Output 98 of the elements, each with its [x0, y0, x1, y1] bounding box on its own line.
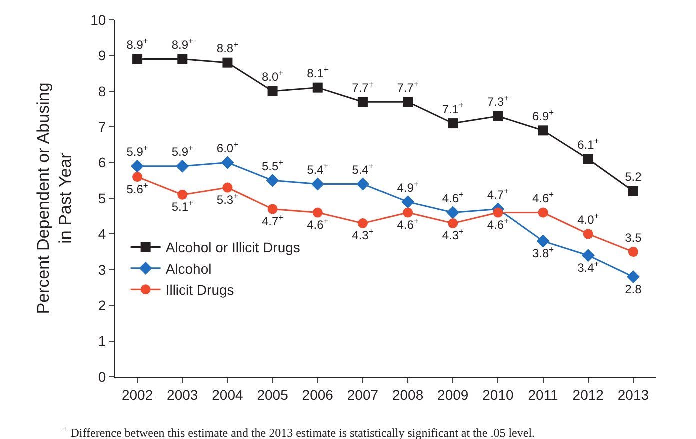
- x-tick-label: 2007: [347, 386, 379, 403]
- point: [446, 206, 460, 220]
- point: [131, 160, 144, 173]
- y-tick-label: 1: [98, 333, 106, 350]
- data-label: 4.3$^{+}$: [442, 226, 464, 243]
- x-tick-label: 2002: [122, 386, 154, 403]
- data-label: 8.0$^{+}$: [262, 68, 284, 84]
- point: [538, 126, 548, 136]
- point: [628, 186, 638, 196]
- point: [222, 58, 233, 68]
- point: [222, 182, 233, 193]
- point: [626, 270, 640, 284]
- point: [448, 218, 458, 228]
- legend-label: Alcohol or Illicit Drugs: [166, 240, 300, 256]
- data-label: 5.9$^{+}$: [172, 143, 194, 160]
- y-tick-label: 0: [98, 368, 106, 385]
- y-tick-label: 2: [98, 298, 106, 314]
- point: [178, 190, 188, 200]
- x-tick-label: 2012: [572, 386, 604, 403]
- y-tick-label: 3: [98, 262, 106, 278]
- point: [132, 54, 143, 64]
- data-label: 6.0$^{+}$: [216, 140, 239, 156]
- point: [221, 156, 234, 170]
- data-label: 4.6$^{+}$: [442, 189, 464, 206]
- data-label: 7.7$^{+}$: [397, 78, 419, 95]
- data-label: 5.4$^{+}$: [307, 160, 329, 177]
- point: [583, 229, 594, 240]
- point: [266, 174, 280, 188]
- point: [311, 178, 324, 191]
- point: [582, 249, 595, 262]
- x-tick-label: 2010: [482, 386, 514, 403]
- point: [358, 97, 368, 108]
- data-label: 4.7$^{+}$: [262, 212, 284, 228]
- y-tick-label: 8: [98, 83, 106, 100]
- data-label: 8.9$^{+}$: [126, 36, 148, 52]
- point: [312, 208, 323, 218]
- x-tick-label: 2013: [618, 386, 650, 403]
- y-tick-label: 4: [98, 226, 106, 242]
- legend-label: Illicit Drugs: [166, 282, 234, 298]
- data-label: 5.2: [625, 170, 642, 184]
- point: [178, 54, 188, 64]
- data-label: 4.0$^{+}$: [578, 210, 600, 227]
- x-tick-label: 2009: [438, 386, 469, 403]
- point: [536, 234, 550, 248]
- y-tick-label: 7: [98, 119, 106, 135]
- data-label: 3.8$^{+}$: [532, 244, 554, 261]
- x-tick-label: 2005: [257, 386, 289, 403]
- y-tick-label: 9: [98, 48, 106, 64]
- legend-label: Alcohol: [166, 260, 212, 277]
- point: [583, 154, 594, 164]
- x-tick-label: 2003: [167, 386, 198, 403]
- data-label: 8.9$^{+}$: [172, 36, 194, 52]
- data-label: 6.1$^{+}$: [578, 136, 600, 152]
- data-label: 8.8$^{+}$: [216, 40, 239, 56]
- point: [493, 208, 504, 218]
- y-axis-title: Percent Dependent or Abusing in Past Year: [34, 82, 76, 314]
- data-label: 5.9$^{+}$: [126, 143, 148, 160]
- data-label: 4.9$^{+}$: [397, 178, 419, 195]
- point: [358, 218, 368, 228]
- x-tick-label: 2006: [302, 386, 334, 403]
- data-label: 6.9$^{+}$: [532, 107, 554, 124]
- y-tick-label: 5: [98, 190, 106, 206]
- point: [176, 160, 190, 173]
- data-label: 5.5$^{+}$: [262, 157, 284, 174]
- data-label: 5.4$^{+}$: [352, 160, 374, 177]
- point: [538, 208, 548, 218]
- x-tick-label: 2011: [528, 386, 559, 403]
- data-label: 7.1$^{+}$: [442, 100, 464, 116]
- data-label: 7.3$^{+}$: [487, 93, 510, 110]
- point: [268, 204, 278, 214]
- x-tick-label: 2008: [392, 386, 424, 403]
- data-label: 7.7$^{+}$: [352, 78, 374, 95]
- point: [628, 247, 638, 258]
- point: [312, 82, 323, 93]
- point: [402, 196, 415, 209]
- point: [403, 208, 414, 218]
- data-label: 8.1$^{+}$: [307, 64, 329, 81]
- point: [356, 178, 370, 191]
- x-tick-label: 2004: [212, 386, 244, 403]
- data-label: 4.6$^{+}$: [307, 216, 329, 232]
- y-tick-label: 10: [90, 12, 106, 28]
- point: [448, 118, 458, 129]
- data-label: 4.3$^{+}$: [352, 226, 374, 243]
- data-label: 2.8: [625, 282, 642, 296]
- point: [403, 97, 414, 108]
- data-label: 4.6$^{+}$: [487, 216, 510, 232]
- data-label: 4.6$^{+}$: [532, 189, 554, 206]
- data-label: 4.7$^{+}$: [487, 186, 510, 202]
- data-label: 5.6$^{+}$: [126, 180, 148, 196]
- point: [268, 86, 278, 96]
- point: [132, 172, 143, 182]
- y-tick-label: 6: [98, 154, 106, 171]
- data-label: 3.5: [625, 230, 642, 245]
- data-label: 5.1$^{+}$: [172, 198, 194, 214]
- data-label: 5.3$^{+}$: [216, 191, 239, 208]
- data-label: 4.6$^{+}$: [397, 216, 419, 232]
- point: [493, 111, 504, 122]
- data-label: 3.4$^{+}$: [578, 258, 600, 275]
